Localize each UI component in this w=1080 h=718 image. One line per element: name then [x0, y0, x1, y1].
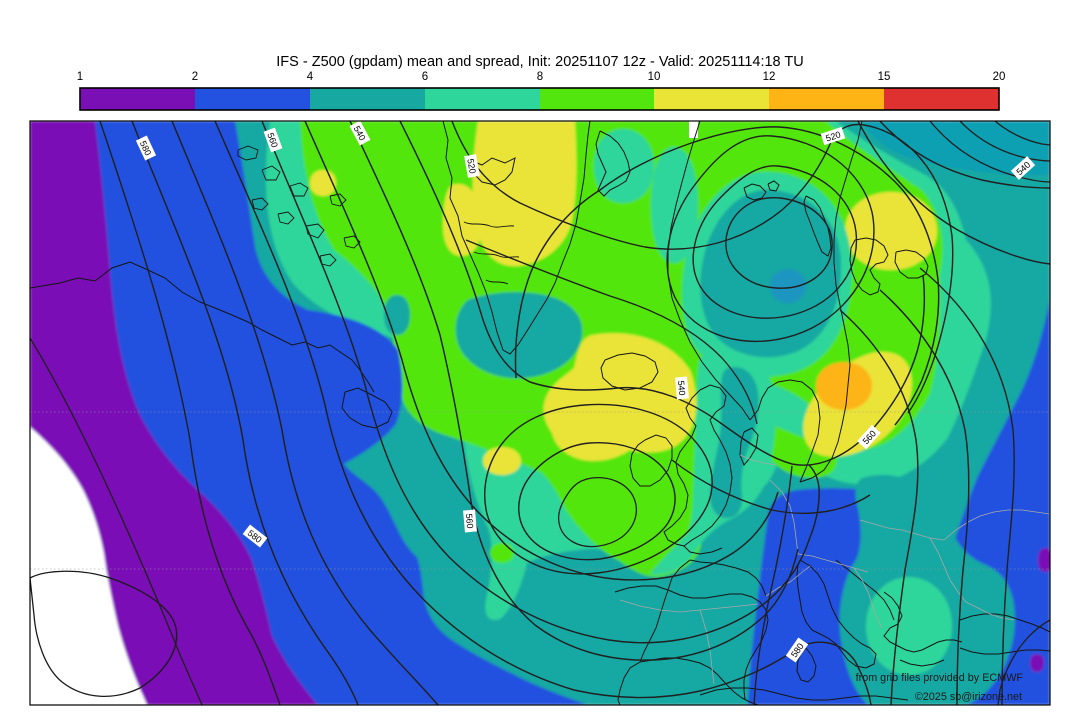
- svg-text:1: 1: [77, 71, 83, 83]
- svg-text:15: 15: [878, 71, 891, 83]
- svg-text:©2025 sb@irizone.net: ©2025 sb@irizone.net: [915, 691, 1022, 703]
- svg-text:12: 12: [763, 71, 776, 83]
- svg-text:8: 8: [537, 71, 543, 83]
- svg-text:560: 560: [265, 131, 280, 149]
- svg-text:IFS - Z500 (gpdam) mean and sp: IFS - Z500 (gpdam) mean and spread, Init…: [276, 54, 803, 70]
- svg-text:540: 540: [676, 380, 687, 396]
- svg-text:520: 520: [465, 158, 477, 175]
- svg-text:2: 2: [192, 71, 198, 83]
- svg-text:6: 6: [422, 71, 428, 83]
- svg-text:20: 20: [993, 71, 1006, 83]
- svg-text:4: 4: [307, 71, 314, 83]
- svg-text:10: 10: [648, 71, 661, 83]
- svg-text:from grib files provided by EC: from grib files provided by ECMWF: [856, 672, 1024, 684]
- svg-text:560: 560: [464, 513, 475, 529]
- svg-text:520: 520: [824, 129, 841, 143]
